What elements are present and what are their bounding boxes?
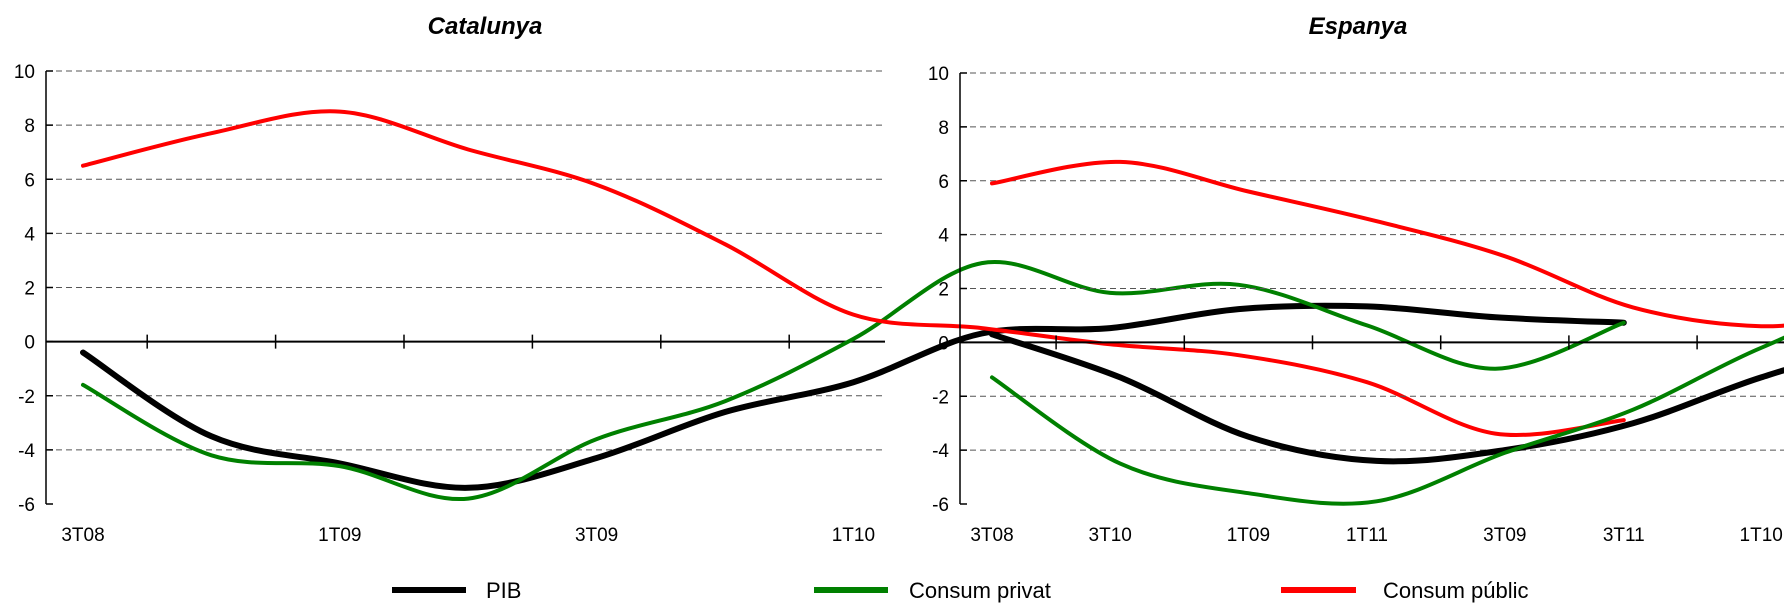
series-line-consum-privat (990, 335, 1784, 506)
series-line-pib (989, 331, 1784, 465)
legend-label: Consum públic (1383, 578, 1529, 603)
series-line-consum-public (81, 109, 1626, 437)
y-tick-label: 10 (928, 64, 949, 85)
legend-label: PIB (486, 578, 521, 603)
y-tick-label: 4 (24, 224, 35, 245)
legend-item-pib: PIB (392, 578, 521, 603)
y-tick-label: 8 (24, 116, 35, 137)
y-tick-label: 0 (24, 333, 35, 354)
x-tick-label: 1T11 (1346, 525, 1388, 546)
y-tick-label: -6 (18, 495, 35, 516)
x-tick-label: 1T10 (832, 525, 875, 546)
series-line-consum-public (990, 159, 1784, 329)
x-tick-label: 1T09 (318, 525, 361, 546)
series-line-pib (80, 302, 1627, 491)
y-tick-label: 4 (938, 226, 949, 247)
panel-catalunya: Catalunya -6 -4 -2 0 2 4 6 8 10 3T08 1T09 3T09 1T10 3T… (14, 13, 1645, 546)
y-tick-label: -6 (932, 495, 949, 516)
x-tick-label: 1T09 (1227, 525, 1270, 546)
legend-item-consum-public: Consum públic (1281, 578, 1529, 603)
legend-label: Consum privat (909, 578, 1051, 603)
y-tick-label: 2 (24, 279, 35, 300)
x-tick-label: 3T09 (1483, 525, 1526, 546)
chart-title: Catalunya (428, 13, 543, 40)
y-tick-label: 0 (938, 333, 949, 354)
y-tick-label: 2 (938, 280, 949, 301)
x-tick-label: 3T11 (1603, 525, 1645, 546)
x-tick-label: 3T09 (575, 525, 618, 546)
y-tick-label: -4 (932, 441, 949, 462)
y-tick-label: 8 (938, 118, 949, 139)
x-tick-label: 3T08 (970, 525, 1013, 546)
x-tick-label: 1T10 (1740, 525, 1783, 546)
legend-item-consum-privat: Consum privat (814, 578, 1051, 603)
y-tick-label: 10 (14, 62, 35, 83)
panel-espanya: Espanya -6 -4 -2 0 2 4 6 8 10 3T08 1T09 3T09 1T10 3T10… (928, 13, 1784, 546)
x-tick-label: 3T08 (61, 525, 104, 546)
y-tick-label: -4 (18, 441, 35, 462)
y-tick-label: -2 (932, 387, 949, 408)
y-tick-label: 6 (24, 170, 35, 191)
series-line-consum-privat (81, 260, 1626, 502)
legend: PIB Consum privat Consum públic (392, 578, 1529, 603)
chart-title: Espanya (1309, 13, 1408, 40)
y-tick-label: 6 (938, 172, 949, 193)
x-tick-label: 3T10 (1089, 525, 1132, 546)
y-tick-label: -2 (18, 387, 35, 408)
